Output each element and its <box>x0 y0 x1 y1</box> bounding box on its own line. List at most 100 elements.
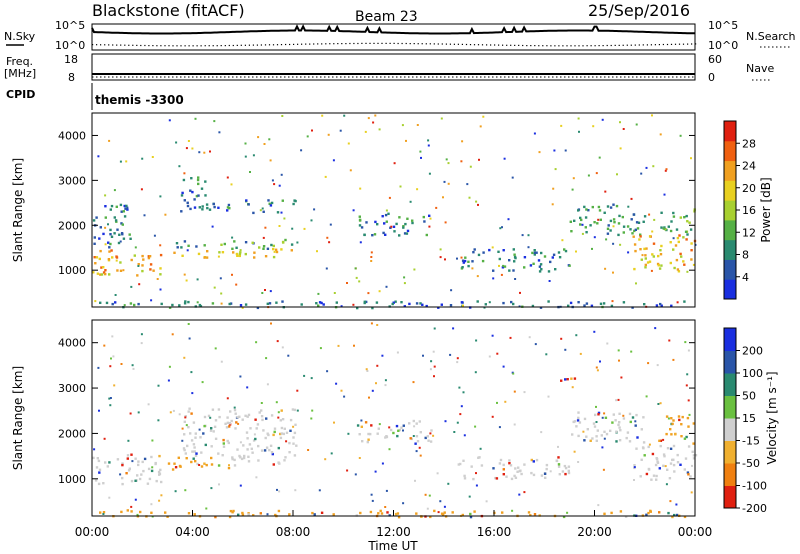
data-cell <box>603 512 606 515</box>
data-cell <box>227 203 231 207</box>
data-cell <box>201 208 204 211</box>
data-cell <box>532 473 536 477</box>
data-cell <box>108 273 111 276</box>
data-cell <box>262 429 265 432</box>
data-cell <box>672 237 675 240</box>
data-cell <box>382 231 385 235</box>
data-cell <box>102 232 105 236</box>
data-cell <box>105 301 109 305</box>
data-cell <box>429 217 432 220</box>
data-cell <box>310 377 313 380</box>
data-cell <box>652 242 656 245</box>
data-cell <box>360 419 363 422</box>
data-cell <box>406 229 410 233</box>
data-cell <box>178 464 182 468</box>
data-cell <box>196 178 200 182</box>
data-cell <box>254 437 257 441</box>
data-cell <box>680 255 683 258</box>
data-cell <box>642 220 645 223</box>
noise-search-point <box>421 43 423 45</box>
data-cell <box>120 510 123 514</box>
data-cell <box>247 203 250 206</box>
data-cell <box>276 488 278 491</box>
data-cell <box>456 257 458 260</box>
data-cell <box>200 465 204 468</box>
data-cell <box>604 416 608 419</box>
noise-search-point <box>124 44 126 46</box>
data-cell <box>366 370 369 372</box>
data-cell <box>189 189 192 192</box>
data-cell <box>130 505 133 508</box>
data-cell <box>415 512 418 515</box>
data-cell <box>241 511 244 515</box>
data-cell <box>155 479 158 483</box>
data-cell <box>209 416 212 419</box>
data-cell <box>419 431 422 434</box>
data-cell <box>552 187 555 190</box>
data-cell <box>669 428 672 431</box>
data-cell <box>630 218 633 221</box>
data-cell <box>423 220 426 223</box>
data-cell <box>631 416 635 419</box>
noise-search-point <box>188 45 190 47</box>
data-cell <box>247 513 250 516</box>
data-cell <box>384 233 387 236</box>
data-cell <box>421 303 424 306</box>
data-cell <box>638 238 641 241</box>
data-cell <box>197 182 200 186</box>
data-cell <box>120 363 123 365</box>
velocity-panel-frame <box>91 319 696 517</box>
data-cell <box>226 421 230 424</box>
data-cell <box>480 464 484 467</box>
data-cell <box>201 381 204 384</box>
data-cell <box>422 354 424 357</box>
data-cell <box>264 289 266 291</box>
data-cell <box>618 214 621 218</box>
data-cell <box>660 226 663 229</box>
data-cell <box>447 182 450 185</box>
data-cell <box>244 252 247 256</box>
data-cell <box>611 300 614 303</box>
data-cell <box>440 117 443 120</box>
data-cell <box>200 187 204 190</box>
data-cell <box>270 414 274 417</box>
data-cell <box>113 384 116 387</box>
data-cell <box>535 458 539 462</box>
freq-right-tick-top: 60 <box>708 53 722 66</box>
noise-search-point <box>397 42 399 45</box>
data-cell <box>192 443 196 446</box>
data-cell <box>139 510 142 514</box>
colorbar-segment <box>724 200 736 221</box>
data-cell <box>459 413 462 416</box>
data-cell <box>186 204 190 208</box>
data-cell <box>502 473 505 476</box>
data-cell <box>361 440 364 443</box>
noise-search-point <box>614 44 616 46</box>
data-cell <box>320 511 324 514</box>
data-cell <box>682 236 685 239</box>
data-cell <box>640 258 643 261</box>
noise-search-point <box>570 45 572 47</box>
data-cell <box>183 172 186 175</box>
data-cell <box>497 250 500 253</box>
noise-search-point <box>140 44 142 47</box>
data-cell <box>279 419 282 422</box>
data-cell <box>99 301 102 304</box>
data-cell <box>273 430 276 434</box>
data-cell <box>386 511 389 514</box>
freq-right-tick-bottom: 0 <box>708 71 715 84</box>
data-cell <box>352 303 355 306</box>
colorbar-segment <box>724 485 736 509</box>
data-cell <box>141 264 144 267</box>
data-cell <box>270 322 272 325</box>
data-cell <box>226 416 229 419</box>
data-cell <box>277 411 280 414</box>
data-cell <box>527 511 531 514</box>
noise-right-tick-top: 10^5 <box>708 19 738 32</box>
data-cell <box>122 210 125 213</box>
noise-search-point <box>272 44 275 46</box>
data-cell <box>174 466 178 469</box>
data-cell <box>150 455 153 459</box>
data-cell <box>682 260 685 263</box>
data-cell <box>635 282 637 285</box>
